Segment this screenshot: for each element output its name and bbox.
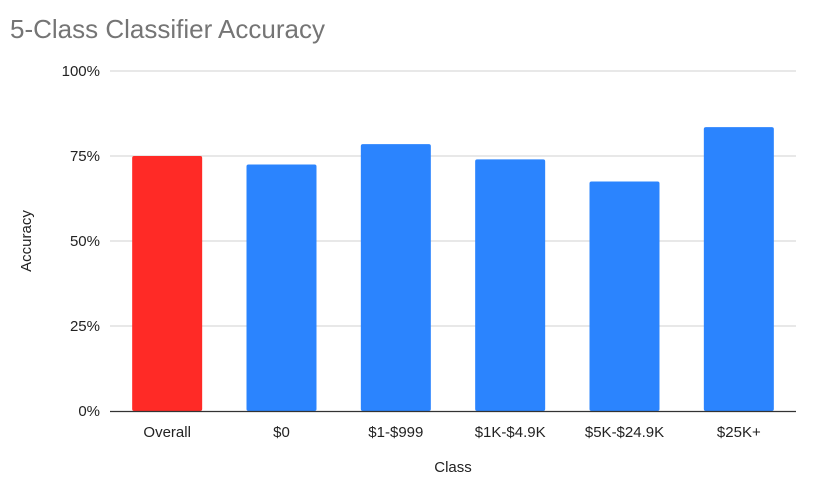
x-tick-label: $25K+ — [717, 424, 761, 441]
x-tick-labels: Overall $0 $1-$999 $1K-$4.9K $5K-$24.9K $25K+ — [143, 424, 761, 441]
y-tick-label: 0% — [78, 403, 100, 420]
y-tick-labels: 0% 25% 50% 75% 100% — [62, 63, 100, 420]
x-axis-title: Class — [434, 459, 472, 476]
x-tick-label: $1K-$4.9K — [475, 424, 546, 441]
y-tick-label: 75% — [70, 148, 100, 165]
y-axis-title: Accuracy — [18, 210, 35, 272]
bar-1 — [246, 164, 317, 411]
y-tick-label: 50% — [70, 233, 100, 250]
bar-0 — [132, 156, 203, 411]
bar-4 — [589, 181, 660, 411]
x-tick-label: $5K-$24.9K — [585, 424, 664, 441]
x-tick-label: Overall — [143, 424, 191, 441]
x-tick-label: $1-$999 — [368, 424, 423, 441]
bars — [132, 127, 774, 411]
x-tick-label: $0 — [273, 424, 290, 441]
y-tick-label: 100% — [62, 63, 100, 80]
bar-5 — [703, 127, 774, 411]
bar-2 — [360, 144, 431, 411]
y-tick-label: 25% — [70, 318, 100, 335]
bar-3 — [475, 159, 546, 411]
gridlines — [110, 70, 796, 327]
chart-title: 5-Class Classifier Accuracy — [10, 14, 325, 44]
